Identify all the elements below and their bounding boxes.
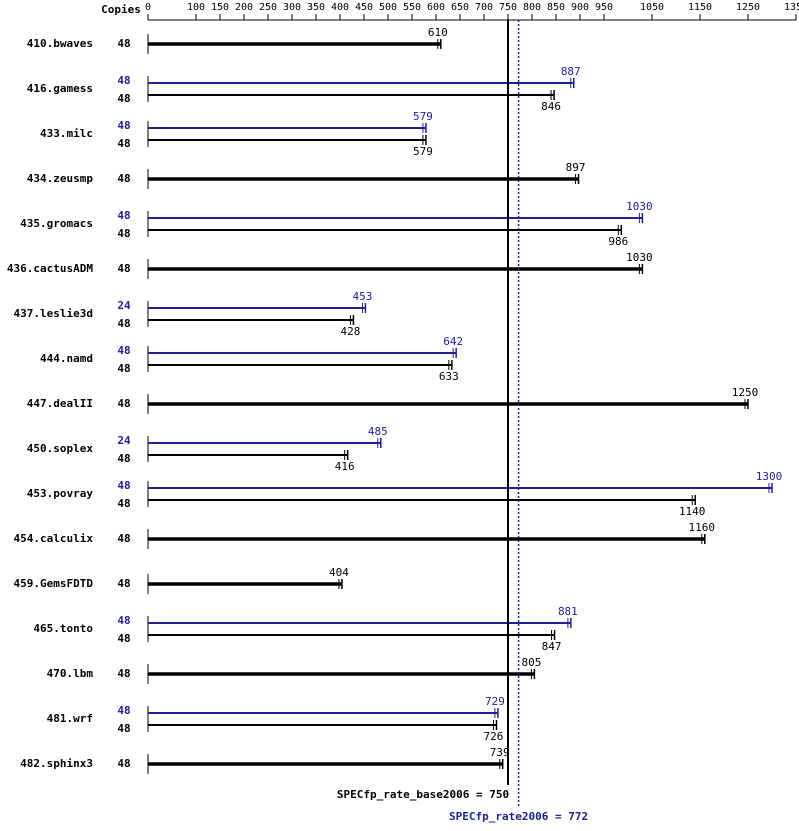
value-label: 579: [413, 145, 433, 158]
x-tick-label: 500: [379, 2, 397, 13]
benchmark-name: 435.gromacs: [20, 217, 93, 230]
copies: 24: [117, 299, 131, 312]
copies: 48: [117, 532, 130, 545]
x-tick-label: 350: [307, 2, 325, 13]
x-tick-label: 600: [427, 2, 445, 13]
value-label: 1160: [689, 521, 716, 534]
benchmark-name: 433.milc: [40, 127, 93, 140]
benchmark-name: 410.bwaves: [27, 37, 93, 50]
copies: 48: [117, 452, 130, 465]
copies: 48: [117, 362, 130, 375]
value-label: 986: [608, 235, 628, 248]
copies: 48: [117, 497, 130, 510]
value-label: 726: [484, 730, 504, 743]
copies: 48: [117, 37, 130, 50]
x-tick-label: 100: [187, 2, 205, 13]
copies: 48: [117, 632, 130, 645]
benchmark-name: 416.gamess: [27, 82, 93, 95]
value-label: 1030: [626, 251, 653, 264]
copies: 48: [117, 577, 130, 590]
x-tick-label: 1150: [688, 2, 712, 13]
x-tick-label: 950: [595, 2, 613, 13]
value-label: 485: [368, 425, 388, 438]
reference-label: SPECfp_rate2006 = 772: [449, 810, 588, 823]
reference-label: SPECfp_rate_base2006 = 750: [337, 788, 509, 801]
copies: 48: [117, 172, 130, 185]
value-label: 1250: [732, 386, 759, 399]
copies: 48: [117, 317, 130, 330]
x-tick-label: 850: [547, 2, 565, 13]
x-tick-label: 800: [523, 2, 541, 13]
x-tick-label: 650: [451, 2, 469, 13]
x-tick-label: 1050: [640, 2, 664, 13]
copies: 48: [117, 614, 130, 627]
copies: 48: [117, 344, 130, 357]
copies: 48: [117, 479, 130, 492]
copies-header: Copies: [101, 3, 141, 16]
x-tick-label: 550: [403, 2, 421, 13]
benchmark-name: 465.tonto: [33, 622, 93, 635]
copies: 48: [117, 757, 130, 770]
value-label: 428: [341, 325, 361, 338]
value-label: 579: [413, 110, 433, 123]
x-tick-label: 450: [355, 2, 373, 13]
benchmark-name: 437.leslie3d: [14, 307, 93, 320]
benchmark-name: 436.cactusADM: [7, 262, 93, 275]
copies: 48: [117, 397, 130, 410]
value-label: 881: [558, 605, 578, 618]
copies: 48: [117, 137, 130, 150]
copies: 48: [117, 262, 130, 275]
value-label: 739: [490, 746, 510, 759]
x-tick-label: 150: [211, 2, 229, 13]
value-label: 1030: [626, 200, 653, 213]
x-tick-label: 1250: [736, 2, 760, 13]
value-label: 610: [428, 26, 448, 39]
copies: 48: [117, 74, 130, 87]
value-label: 729: [485, 695, 505, 708]
copies: 48: [117, 119, 130, 132]
x-tick-label: 0: [145, 2, 151, 13]
benchmark-name: 482.sphinx3: [20, 757, 93, 770]
x-tick-label: 250: [259, 2, 277, 13]
copies: 48: [117, 92, 130, 105]
benchmark-name: 444.namd: [40, 352, 93, 365]
copies: 48: [117, 227, 130, 240]
value-label: 416: [335, 460, 355, 473]
x-tick-label: 200: [235, 2, 253, 13]
value-label: 453: [353, 290, 373, 303]
copies: 48: [117, 704, 130, 717]
benchmark-name: 481.wrf: [47, 712, 93, 725]
value-label: 805: [521, 656, 541, 669]
benchmark-name: 447.dealII: [27, 397, 93, 410]
benchmark-name: 453.povray: [27, 487, 94, 500]
benchmark-name: 470.lbm: [47, 667, 94, 680]
value-label: 1300: [756, 470, 783, 483]
value-label: 633: [439, 370, 459, 383]
x-tick-label: 700: [475, 2, 493, 13]
x-tick-label: 750: [499, 2, 517, 13]
value-label: 846: [541, 100, 561, 113]
benchmark-name: 459.GemsFDTD: [14, 577, 94, 590]
value-label: 847: [542, 640, 562, 653]
x-tick-label: 300: [283, 2, 301, 13]
value-label: 887: [561, 65, 581, 78]
benchmark-name: 454.calculix: [14, 532, 94, 545]
value-label: 1140: [679, 505, 706, 518]
copies: 24: [117, 434, 131, 447]
copies: 48: [117, 722, 130, 735]
benchmark-name: 434.zeusmp: [27, 172, 94, 185]
benchmark-name: 450.soplex: [27, 442, 94, 455]
value-label: 642: [443, 335, 463, 348]
value-label: 404: [329, 566, 349, 579]
x-tick-label: 1350: [784, 2, 799, 13]
x-tick-label: 900: [571, 2, 589, 13]
copies: 48: [117, 209, 130, 222]
copies: 48: [117, 667, 130, 680]
value-label: 897: [566, 161, 586, 174]
x-tick-label: 400: [331, 2, 349, 13]
